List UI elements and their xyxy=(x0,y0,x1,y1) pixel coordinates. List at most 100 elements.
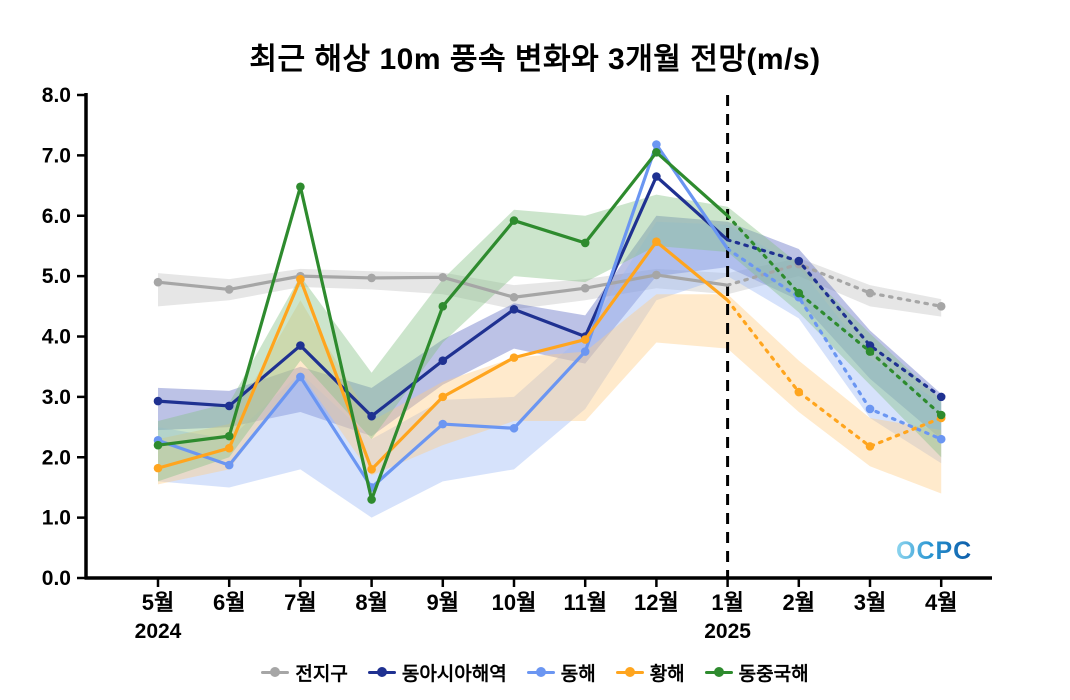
point-global xyxy=(580,283,590,293)
band-east-sea xyxy=(158,221,942,518)
point-global xyxy=(652,270,661,280)
point-east-china-sea xyxy=(438,302,448,311)
point-east-china-sea xyxy=(367,495,376,504)
point-yellow-sea xyxy=(367,465,376,474)
point-yellow-sea xyxy=(794,387,804,397)
point-east-asia-seas xyxy=(865,341,875,350)
ocpc-logo: OCPC xyxy=(896,537,973,565)
point-east-asia-seas xyxy=(794,256,804,266)
point-global xyxy=(509,292,519,302)
y-tick-label: 7.0 xyxy=(42,144,71,167)
point-east-asia-seas xyxy=(153,396,163,406)
year-label: 2025 xyxy=(704,620,751,643)
legend-label: 동해 xyxy=(560,664,596,685)
point-east-china-sea xyxy=(936,410,946,420)
x-tick-label: 3월 xyxy=(854,590,886,615)
x-tick-label: 2월 xyxy=(783,590,815,615)
forecast-line-global xyxy=(725,262,943,308)
legend-item-east-asia-seas: 동아시아해역 xyxy=(367,659,507,686)
legend-item-global: 전지구 xyxy=(261,659,348,686)
legend-label: 동중국해 xyxy=(738,664,809,685)
legend-dot-icon xyxy=(535,667,546,678)
legend-line-icon xyxy=(526,667,555,678)
point-east-china-sea xyxy=(224,431,234,441)
legend-item-east-china-sea: 동중국해 xyxy=(704,659,809,686)
x-tick-label: 4월 xyxy=(925,590,957,615)
point-east-china-sea xyxy=(509,216,519,225)
point-east-sea xyxy=(936,434,946,444)
point-yellow-sea xyxy=(153,463,163,473)
point-yellow-sea xyxy=(224,443,234,453)
legend-dot-icon xyxy=(713,667,724,678)
point-yellow-sea xyxy=(580,335,590,344)
x-tick-label: 9월 xyxy=(427,590,459,615)
x-tick-label: 8월 xyxy=(355,590,387,615)
x-tick-label: 7월 xyxy=(284,590,316,615)
point-global xyxy=(865,288,875,298)
forecast-line-yellow-sea xyxy=(725,298,943,449)
point-east-asia-seas xyxy=(367,411,376,421)
x-tick-label: 5월 xyxy=(142,590,174,615)
y-tick-label: 6.0 xyxy=(42,205,71,228)
x-tick-label: 12월 xyxy=(634,590,679,615)
point-east-sea xyxy=(296,372,305,382)
point-east-sea xyxy=(438,419,448,429)
point-east-sea xyxy=(224,460,234,470)
legend-label: 황해 xyxy=(649,664,685,685)
y-tick-label: 0.0 xyxy=(42,567,71,590)
legend-dot-icon xyxy=(624,667,635,678)
point-global xyxy=(936,302,946,311)
chart-title: 최근 해상 10m 풍속 변화와 3개월 전망(m/s) xyxy=(249,43,821,76)
y-tick-label: 3.0 xyxy=(42,386,71,409)
point-global xyxy=(224,285,234,294)
legend-line-icon xyxy=(615,667,644,678)
point-east-asia-seas xyxy=(652,172,661,181)
x-tick-label: 10월 xyxy=(492,590,537,615)
band-east-asia-seas xyxy=(158,215,942,440)
y-tick-label: 1.0 xyxy=(42,507,71,530)
legend-line-icon xyxy=(367,667,396,678)
point-east-asia-seas xyxy=(936,392,946,402)
band-east-china-sea xyxy=(158,194,942,482)
point-east-sea xyxy=(652,140,661,149)
point-yellow-sea xyxy=(296,274,305,284)
point-east-china-sea xyxy=(652,148,661,157)
forecast-line-east-sea xyxy=(725,247,943,441)
x-tick-label: 1월 xyxy=(711,590,743,615)
legend-dot-icon xyxy=(376,667,387,678)
legend-label: 동아시아해역 xyxy=(401,664,507,685)
point-east-china-sea xyxy=(580,238,590,248)
point-global xyxy=(153,277,163,287)
legend-dot-icon xyxy=(270,667,281,678)
point-east-asia-seas xyxy=(438,356,448,365)
x-tick-label: 11월 xyxy=(563,590,607,615)
point-global xyxy=(438,273,448,282)
y-tick-label: 8.0 xyxy=(42,84,71,107)
forecast-line-east-china-sea xyxy=(725,214,943,417)
point-east-china-sea xyxy=(296,182,305,192)
chart-legend: 전지구 동아시아해역 동해 황해 동중국해 xyxy=(0,659,1070,686)
x-tick-label: 6월 xyxy=(213,590,245,615)
legend-line-icon xyxy=(261,667,290,678)
legend-line-icon xyxy=(704,667,733,678)
point-east-china-sea xyxy=(865,347,875,356)
point-yellow-sea xyxy=(865,442,875,451)
point-east-asia-seas xyxy=(224,401,234,411)
point-east-sea xyxy=(865,404,875,414)
legend-item-yellow-sea: 황해 xyxy=(615,659,685,686)
point-east-china-sea xyxy=(153,440,163,450)
point-yellow-sea xyxy=(438,392,448,402)
y-tick-label: 5.0 xyxy=(42,265,71,288)
forecast-line-east-asia-seas xyxy=(725,238,943,399)
point-east-asia-seas xyxy=(509,305,519,314)
point-east-sea xyxy=(580,347,590,356)
point-east-china-sea xyxy=(794,288,804,298)
year-label: 2024 xyxy=(135,620,182,643)
point-east-sea xyxy=(509,423,519,433)
legend-item-east-sea: 동해 xyxy=(526,659,596,686)
y-tick-label: 4.0 xyxy=(42,326,71,349)
point-yellow-sea xyxy=(652,237,661,247)
point-yellow-sea xyxy=(509,353,519,362)
point-east-asia-seas xyxy=(296,341,305,350)
